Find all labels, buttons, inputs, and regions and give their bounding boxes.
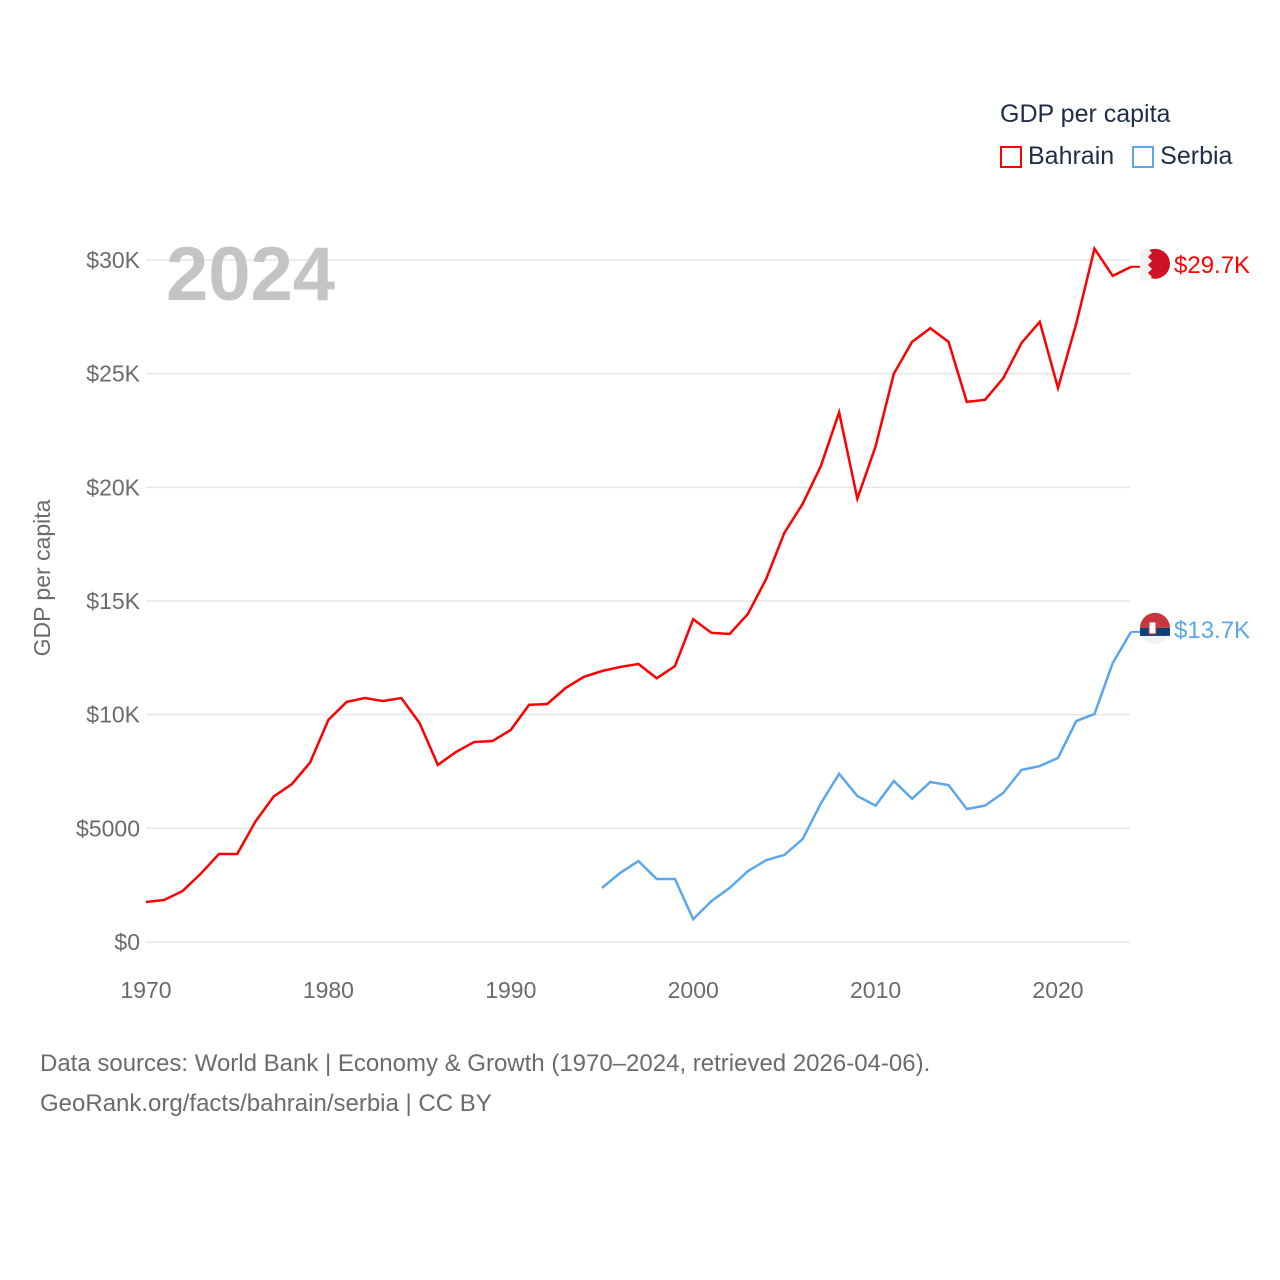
y-axis-label: GDP per capita <box>29 499 55 656</box>
x-tick-label: 1970 <box>120 977 171 1003</box>
legend-item-bahrain[interactable]: Bahrain <box>1000 142 1114 171</box>
flag-serbia-red <box>1140 612 1170 628</box>
series-line-bahrain <box>145 245 1132 904</box>
y-tick-label: $10K <box>86 702 140 728</box>
y-tick-label: $20K <box>86 474 140 500</box>
source-line-1: Data sources: World Bank | Economy & Gro… <box>40 1050 931 1077</box>
source-line-2: GeoRank.org/facts/bahrain/serbia | CC BY <box>40 1090 492 1117</box>
y-tick-label: $30K <box>86 247 140 273</box>
legend: Bahrain Serbia <box>1000 142 1232 171</box>
legend-swatch-bahrain <box>1000 145 1022 168</box>
x-tick-label: 2020 <box>1032 977 1083 1003</box>
source-note: Data sources: World Bank | Economy & Gro… <box>40 1044 930 1124</box>
end-value-label-serbia: $13.7K <box>1174 617 1250 644</box>
flag-bahrain-stripe <box>1140 248 1152 281</box>
end-value-label-bahrain: $29.7K <box>1174 252 1250 279</box>
x-tick-label: 2010 <box>850 977 901 1003</box>
x-tick-label: 1980 <box>303 977 354 1003</box>
series-line-serbia <box>601 631 1133 922</box>
y-tick-label: $0 <box>114 929 140 955</box>
y-tick-label: $25K <box>86 361 140 387</box>
legend-label-bahrain: Bahrain <box>1028 142 1115 170</box>
year-label: 2024 <box>166 232 335 317</box>
legend-swatch-serbia <box>1132 145 1155 168</box>
y-tick-label: $15K <box>86 588 140 614</box>
x-tick-label: 1990 <box>485 977 536 1003</box>
y-tick-label: $5000 <box>76 815 140 841</box>
flag-serbia-emblem <box>1148 621 1157 635</box>
legend-item-serbia[interactable]: Serbia <box>1132 142 1232 171</box>
x-tick-label: 2000 <box>668 977 719 1003</box>
legend-title: GDP per capita <box>1000 100 1171 128</box>
legend-label-serbia: Serbia <box>1160 142 1233 170</box>
